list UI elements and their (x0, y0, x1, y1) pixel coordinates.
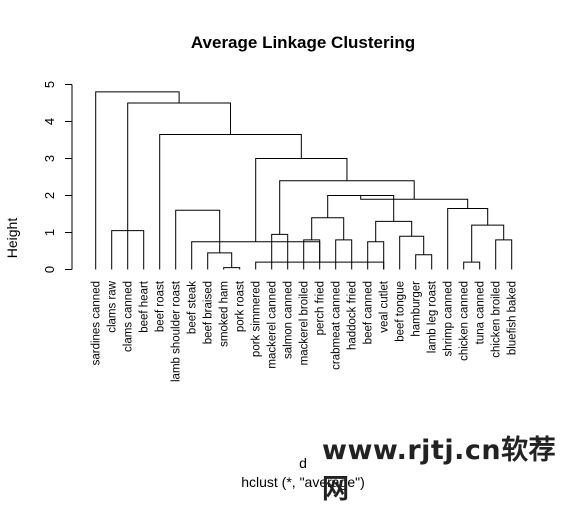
leaf-label: beef steak (187, 281, 199, 334)
leaf-label: beef roast (155, 280, 167, 332)
leaf-label: chicken broiled (491, 281, 503, 358)
dendrogram-link (127, 102, 232, 270)
leaf-label: mackerel broiled (299, 281, 311, 365)
dendrogram-chart: Average Linkage Clustering Height d hclu… (4, 33, 519, 490)
x-axis-sublabel: hclust (*, "average") (241, 474, 365, 490)
dendrogram-link (415, 254, 433, 270)
leaf-label: perch fried (315, 281, 327, 335)
watermark-text: www.rjtj.cn软荐网 (322, 435, 557, 505)
dendrogram-link (335, 239, 353, 270)
leaf-label: sardines canned (91, 281, 103, 365)
dendrogram-link (311, 217, 345, 240)
leaf-label: hamburger (411, 281, 423, 337)
leaf-label: smoked ham (219, 281, 231, 347)
leaf-label: bluefish baked (507, 281, 519, 355)
dendrogram-link (367, 241, 385, 270)
dendrogram-link (463, 261, 481, 270)
y-axis: 0 1 2 3 4 5 (42, 81, 73, 273)
dendrogram-link (255, 158, 348, 242)
y-tick-label: 4 (42, 118, 57, 125)
leaf-label: beef tongue (395, 281, 407, 342)
y-tick-label: 3 (42, 155, 57, 162)
y-axis-label: Height (4, 218, 20, 259)
dendrogram-link (399, 235, 425, 270)
leaf-label: lamb leg roast (427, 280, 439, 353)
dendrogram-link (223, 267, 241, 270)
leaf-label: clams canned (123, 281, 135, 352)
dendrogram-link (447, 207, 489, 270)
dendrogram-link (303, 239, 321, 270)
dendrogram-link (495, 239, 513, 270)
dendrogram-link (271, 233, 289, 270)
chart-title: Average Linkage Clustering (191, 33, 415, 52)
leaf-label: tuna canned (475, 281, 487, 344)
x-axis-label: d (299, 455, 307, 471)
leaf-label: mackerel canned (267, 281, 279, 369)
y-tick-label: 0 (42, 266, 57, 273)
leaf-label: haddock fried (347, 281, 359, 350)
leaf-label: pork simmered (251, 281, 263, 357)
leaf-label: chicken canned (459, 281, 471, 361)
y-tick-label: 1 (42, 229, 57, 236)
dendrogram-link (207, 252, 233, 270)
leaf-label: veal cutlet (379, 280, 391, 333)
leaf-label: clams raw (107, 280, 119, 332)
leaf-label: beef heart (139, 280, 151, 333)
leaf-label: salmon canned (283, 281, 295, 359)
leaf-labels: sardines canned clams raw clams canned beef… (91, 280, 519, 382)
leaf-label: shrimp canned (443, 281, 455, 356)
y-tick-label: 5 (42, 81, 57, 88)
leaf-label: crabmeat canned (331, 281, 343, 370)
dendrogram-link (111, 230, 145, 270)
leaf-label: beef braised (203, 281, 215, 344)
leaf-label: beef canned (363, 281, 375, 344)
leaf-label: lamb shoulder roast (171, 280, 183, 382)
dendrogram-link (95, 91, 180, 270)
y-tick-label: 2 (42, 192, 57, 199)
dendrogram-link (471, 224, 505, 263)
dendrogram-branches (95, 91, 513, 270)
dendrogram-link (375, 220, 413, 242)
dendrogram-link (175, 209, 221, 270)
leaf-label: pork roast (235, 280, 247, 332)
